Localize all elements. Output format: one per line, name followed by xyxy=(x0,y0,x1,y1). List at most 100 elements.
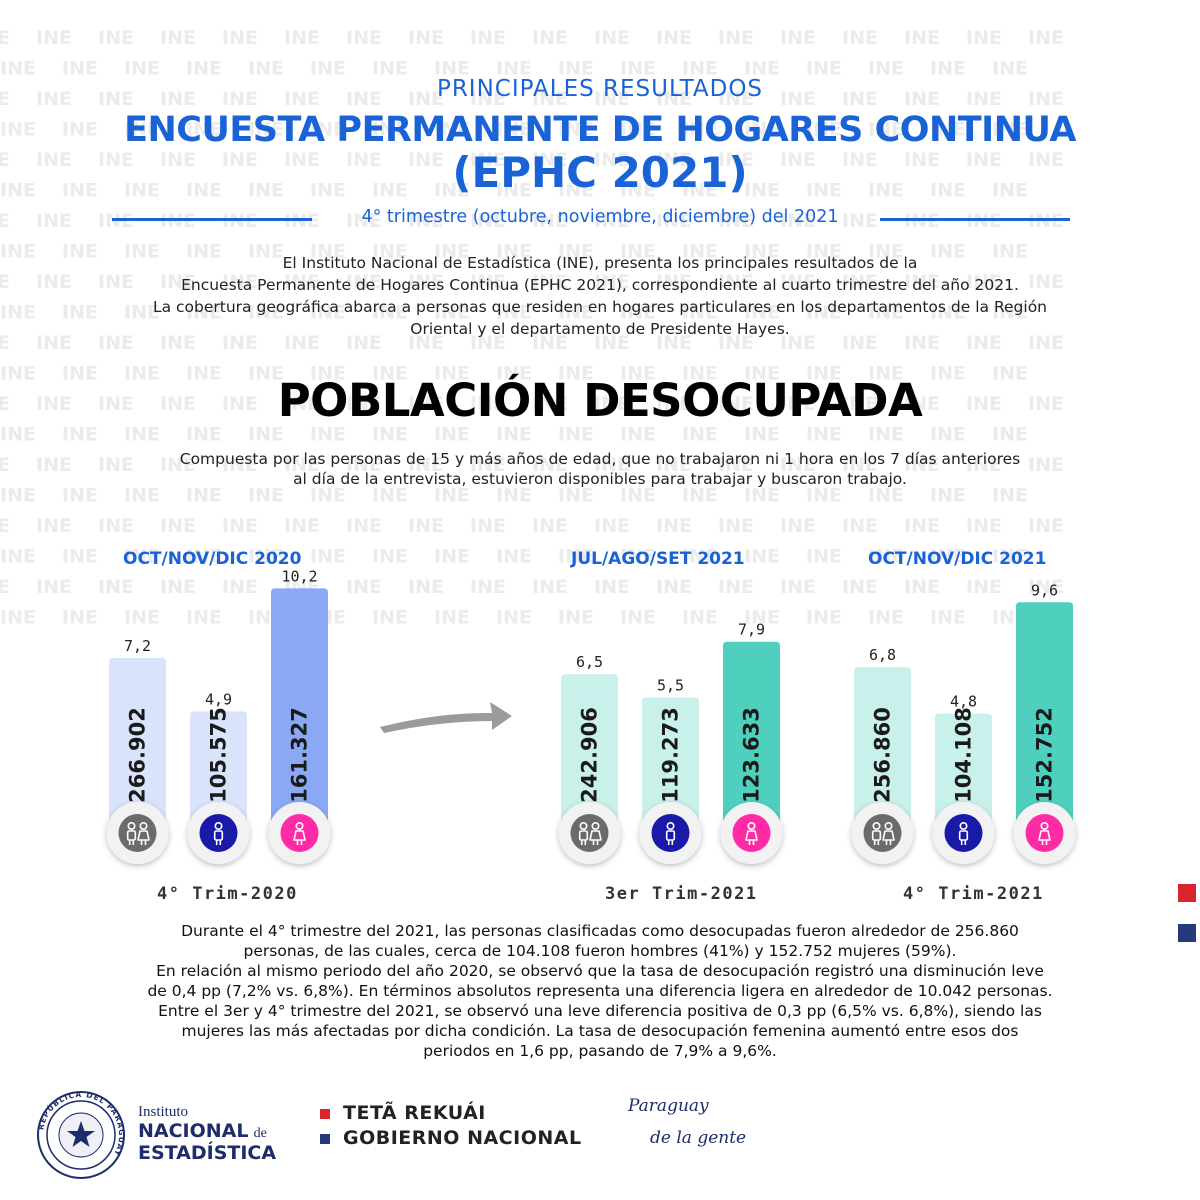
watermark-text: INE xyxy=(346,271,382,293)
watermark-text: INE xyxy=(496,607,532,629)
watermark-text: INE xyxy=(0,119,36,141)
watermark-text: INE xyxy=(620,363,656,385)
summary-line: periodos en 1,6 pp, pasando de 7,9% a 9,… xyxy=(423,1042,777,1060)
watermark-text: INE xyxy=(470,332,506,354)
watermark-text: INE xyxy=(470,576,506,598)
watermark-text: INE xyxy=(248,546,284,568)
bar-count-label: 256.860 xyxy=(871,707,895,803)
summary-paragraph: Durante el 4° trimestre del 2021, las pe… xyxy=(0,921,1200,1061)
watermark-text: INE xyxy=(966,271,1002,293)
watermark-text: INE xyxy=(186,546,222,568)
watermark-text: INE xyxy=(904,576,940,598)
watermark-text: INE xyxy=(36,210,72,232)
bar xyxy=(723,641,780,825)
intro-line: El Instituto Nacional de Estadística (IN… xyxy=(282,254,918,272)
bar xyxy=(561,674,618,825)
watermark-text: INE xyxy=(36,88,72,110)
watermark-text: INE xyxy=(780,27,816,49)
watermark-text: INE xyxy=(62,424,98,446)
watermark-text: INE xyxy=(966,210,1002,232)
watermark-text: INE xyxy=(780,454,816,476)
watermark-text: INE xyxy=(434,302,470,324)
intro-line: Oriental y el departamento de Presidente… xyxy=(410,320,790,338)
watermark-text: INE xyxy=(656,393,692,415)
watermark-text: INE xyxy=(718,576,754,598)
watermark-text: INE xyxy=(656,88,692,110)
watermark-text: INE xyxy=(284,454,320,476)
bar xyxy=(190,711,247,825)
watermark-text: INE xyxy=(186,180,222,202)
intro-paragraph: El Instituto Nacional de Estadística (IN… xyxy=(0,252,1200,340)
watermark-text: INE xyxy=(992,424,1028,446)
watermark-text: INE xyxy=(656,515,692,537)
watermark-text: INE xyxy=(868,363,904,385)
watermark-text: INE xyxy=(0,515,10,537)
slogan-line1: Paraguay xyxy=(628,1096,709,1116)
bar-count-label: 119.273 xyxy=(659,707,683,803)
watermark-text: INE xyxy=(124,546,160,568)
watermark-text: INE xyxy=(992,241,1028,263)
watermark-text: INE xyxy=(0,607,36,629)
watermark-text: INE xyxy=(558,363,594,385)
watermark-text: INE xyxy=(904,332,940,354)
ine-logo-de: de xyxy=(253,1126,267,1141)
watermark-text: INE xyxy=(532,515,568,537)
watermark-text: INE xyxy=(284,149,320,171)
watermark-text: INE xyxy=(98,210,134,232)
watermark-text: INE xyxy=(222,27,258,49)
bar-count-label: 123.633 xyxy=(740,707,764,803)
ine-logo-line1: Instituto xyxy=(138,1104,189,1120)
watermark-text: INE xyxy=(868,607,904,629)
summary-line: Entre el 3er y 4° trimestre del 2021, se… xyxy=(158,1002,1042,1020)
watermark-text: INE xyxy=(656,332,692,354)
watermark-text: INE xyxy=(806,241,842,263)
watermark-text: INE xyxy=(718,149,754,171)
watermark-text: INE xyxy=(0,302,36,324)
watermark-text: INE xyxy=(992,363,1028,385)
watermark-text: INE xyxy=(656,27,692,49)
watermark-text: INE xyxy=(594,88,630,110)
watermark-text: INE xyxy=(284,393,320,415)
watermark-text: INE xyxy=(744,180,780,202)
watermark-text: INE xyxy=(904,515,940,537)
gov-line1: TETÃ REKUÁI xyxy=(343,1102,486,1124)
watermark-text: INE xyxy=(868,424,904,446)
watermark-text: INE xyxy=(0,454,10,476)
watermark-text: INE xyxy=(1028,393,1064,415)
watermark-text: INE xyxy=(656,149,692,171)
watermark-text: INE xyxy=(496,58,532,80)
watermark-text: INE xyxy=(346,149,382,171)
bar xyxy=(854,667,911,825)
watermark-text: INE xyxy=(842,210,878,232)
watermark-text: INE xyxy=(62,180,98,202)
watermark-text: INE xyxy=(222,393,258,415)
watermark-text: INE xyxy=(1028,271,1064,293)
watermark-text: INE xyxy=(930,119,966,141)
watermark-text: INE xyxy=(620,180,656,202)
watermark-text: INE xyxy=(248,485,284,507)
watermark-text: INE xyxy=(62,241,98,263)
bar-count-label: 266.902 xyxy=(126,707,150,803)
trim-label-1: 4° Trim-2020 xyxy=(157,884,298,904)
watermark-text: INE xyxy=(930,58,966,80)
watermark-text: INE xyxy=(966,332,1002,354)
watermark-text: INE xyxy=(682,302,718,324)
watermark-text: INE xyxy=(248,119,284,141)
watermark-text: INE xyxy=(682,180,718,202)
watermark-text: INE xyxy=(408,576,444,598)
watermark-text: INE xyxy=(408,271,444,293)
watermark-text: INE xyxy=(98,88,134,110)
watermark-text: INE xyxy=(930,607,966,629)
watermark-text: INE xyxy=(372,485,408,507)
flag-square-blue xyxy=(1178,924,1196,942)
watermark-text: INE xyxy=(904,271,940,293)
watermark-text: INE xyxy=(310,485,346,507)
watermark-text: INE xyxy=(532,576,568,598)
watermark-text: INE xyxy=(842,332,878,354)
watermark-text: INE xyxy=(346,454,382,476)
watermark-text: INE xyxy=(434,363,470,385)
watermark-text: INE xyxy=(780,393,816,415)
watermark-text: INE xyxy=(718,88,754,110)
pre-title: PRINCIPALES RESULTADOS xyxy=(436,76,764,102)
